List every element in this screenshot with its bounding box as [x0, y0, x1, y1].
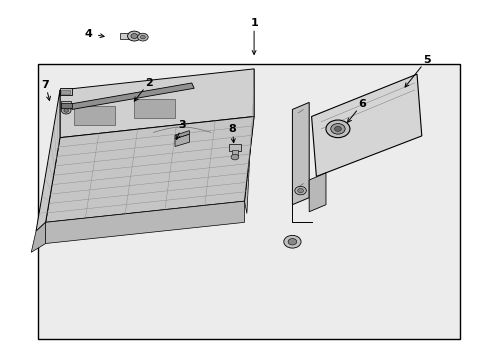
Polygon shape — [36, 90, 60, 231]
FancyBboxPatch shape — [61, 103, 72, 108]
Circle shape — [287, 239, 296, 245]
Polygon shape — [311, 74, 421, 176]
Polygon shape — [45, 117, 254, 222]
Polygon shape — [45, 201, 244, 243]
Circle shape — [297, 189, 303, 193]
Polygon shape — [60, 69, 254, 138]
FancyBboxPatch shape — [61, 90, 70, 94]
Polygon shape — [244, 69, 254, 213]
Circle shape — [325, 120, 349, 138]
Polygon shape — [69, 83, 194, 109]
Circle shape — [64, 109, 68, 112]
Polygon shape — [308, 173, 325, 212]
Circle shape — [140, 35, 145, 39]
FancyBboxPatch shape — [60, 88, 72, 95]
Text: 8: 8 — [228, 124, 236, 134]
FancyBboxPatch shape — [232, 150, 237, 155]
Circle shape — [127, 31, 141, 41]
Text: 5: 5 — [422, 55, 429, 65]
FancyBboxPatch shape — [61, 101, 71, 108]
FancyBboxPatch shape — [74, 106, 115, 125]
Circle shape — [137, 33, 148, 41]
Circle shape — [334, 126, 341, 131]
Text: 7: 7 — [41, 80, 49, 90]
FancyBboxPatch shape — [229, 144, 240, 151]
FancyBboxPatch shape — [39, 64, 459, 339]
Circle shape — [283, 235, 301, 248]
FancyBboxPatch shape — [120, 33, 128, 39]
FancyBboxPatch shape — [134, 99, 175, 118]
Circle shape — [231, 154, 238, 160]
Text: 1: 1 — [250, 18, 258, 28]
Polygon shape — [175, 134, 189, 147]
Circle shape — [294, 186, 305, 195]
Circle shape — [61, 107, 71, 114]
Circle shape — [330, 123, 345, 134]
Text: 2: 2 — [144, 78, 152, 88]
Text: 4: 4 — [84, 28, 93, 39]
Polygon shape — [175, 131, 189, 139]
Polygon shape — [292, 102, 308, 205]
Text: 3: 3 — [178, 120, 185, 130]
Text: 6: 6 — [357, 99, 365, 109]
Circle shape — [131, 33, 137, 39]
Polygon shape — [31, 222, 45, 252]
